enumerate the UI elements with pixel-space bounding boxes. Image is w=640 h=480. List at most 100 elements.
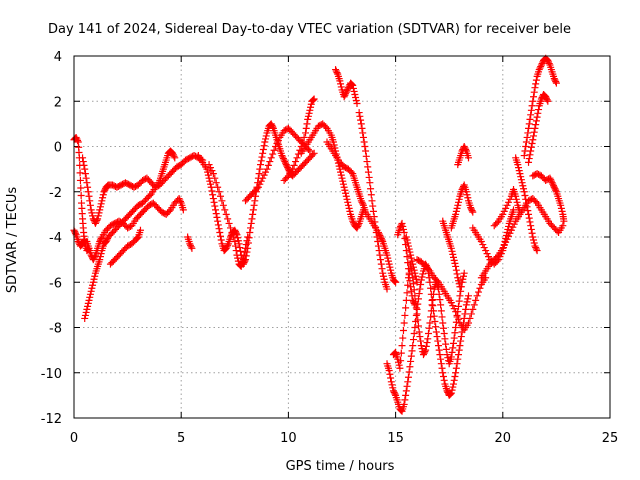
data-point [266,158,274,166]
data-point [413,278,421,286]
data-point [376,251,384,259]
data-point [71,228,79,236]
data-point [336,77,344,85]
data-point [74,136,82,144]
data-point [452,207,460,215]
data-point [215,188,223,196]
data-point [522,195,530,203]
x-tick-label: 15 [387,431,404,446]
data-point [90,254,98,262]
data-marks [70,54,568,415]
data-point [401,311,409,319]
data-point [225,219,233,227]
data-point [512,192,520,200]
data-point [403,236,411,244]
data-point [349,84,357,92]
data-point [525,120,533,128]
data-point [455,195,463,203]
data-point [385,260,393,268]
data-point [260,171,268,179]
data-point [433,333,441,341]
data-point [549,180,557,188]
data-point [447,353,455,361]
data-point [414,322,422,330]
data-point [502,204,510,212]
data-point [437,355,445,363]
data-point [482,247,490,255]
data-point [552,79,560,87]
data-point [532,121,540,129]
data-point [480,244,488,252]
data-point [307,103,315,111]
data-point [535,66,543,74]
data-point [391,390,399,398]
data-point [449,339,457,347]
data-point [385,366,393,374]
data-point [517,176,525,184]
data-point [404,265,412,273]
data-point [361,143,369,150]
data-point [464,319,472,327]
data-point [304,112,312,120]
data-point [84,302,92,310]
data-point [448,386,456,394]
data-point [451,259,459,267]
data-point [212,206,220,214]
data-point [462,146,470,154]
data-point [464,292,472,300]
data-point [86,290,94,298]
data-point [429,302,437,310]
data-point [357,116,365,124]
data-point [383,285,391,293]
data-point [404,242,412,250]
data-point [530,132,538,140]
data-point [513,198,521,206]
data-point [411,324,419,331]
data-point [529,233,537,241]
data-point [204,171,212,179]
data-point [503,235,511,243]
data-point [279,153,287,161]
data-point [454,302,462,310]
data-point [453,360,461,368]
data-point [340,93,348,101]
data-point [525,158,533,166]
data-point [452,262,460,270]
data-point [96,238,104,246]
data-point [217,236,225,244]
data-point [440,330,448,338]
data-point [322,123,330,131]
data-point [409,298,417,306]
data-point [262,168,270,176]
data-point [100,188,108,196]
data-point [449,253,457,261]
data-point [81,170,89,178]
data-point [454,277,462,285]
data-point [400,319,408,327]
data-point [434,342,442,350]
data-point [244,233,252,241]
data-point [336,165,344,173]
data-point [391,349,399,357]
data-point [300,133,308,141]
data-point [464,194,472,202]
data-point [405,368,413,376]
data-point [493,219,501,227]
data-point [421,348,429,356]
data-point [341,186,349,194]
data-point [383,251,391,259]
data-point [542,93,550,101]
data-point [433,277,441,285]
data-point [358,198,366,206]
data-point [87,287,95,295]
data-point [449,344,457,352]
data-point [97,200,105,208]
data-point [360,138,368,146]
data-point [427,307,435,315]
data-point [82,308,90,316]
data-point [479,241,487,249]
data-point [407,352,415,360]
data-point [249,206,257,214]
data-point [387,378,395,386]
data-point [103,236,111,244]
